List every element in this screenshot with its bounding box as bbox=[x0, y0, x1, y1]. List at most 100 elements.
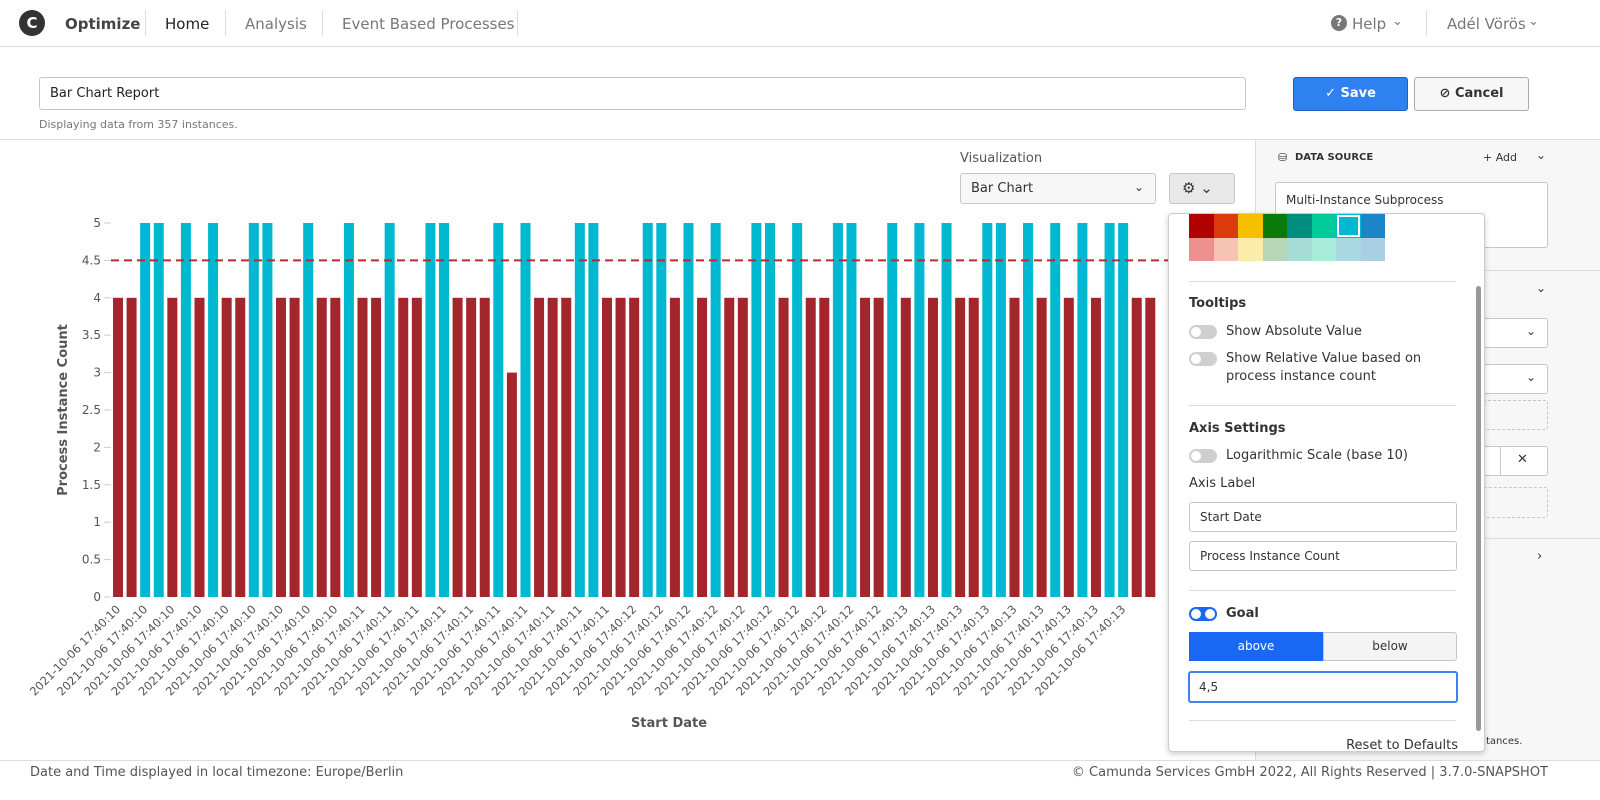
user-menu[interactable]: Adél Vörös bbox=[1447, 15, 1526, 33]
nav-link[interactable]: Analysis bbox=[245, 15, 307, 33]
bar bbox=[275, 297, 286, 597]
chevron: ⌄ bbox=[1528, 14, 1539, 29]
swatch[interactable] bbox=[1287, 214, 1312, 238]
separator bbox=[1426, 10, 1427, 36]
swatch[interactable] bbox=[1189, 237, 1214, 261]
bar bbox=[927, 297, 938, 597]
bar bbox=[466, 297, 477, 597]
y-tick-label: 1.5 bbox=[82, 478, 101, 492]
swatch[interactable] bbox=[1360, 237, 1385, 261]
bar bbox=[642, 223, 653, 597]
divider bbox=[1189, 720, 1456, 721]
bar bbox=[140, 223, 151, 597]
separator bbox=[145, 10, 146, 36]
swatch[interactable] bbox=[1213, 214, 1238, 238]
nav-link[interactable]: Home bbox=[165, 15, 210, 33]
bar bbox=[588, 223, 599, 597]
cancel-icon: ⊘ bbox=[1439, 86, 1455, 101]
below-button[interactable]: below bbox=[1323, 632, 1457, 661]
db-icon: ⛁ bbox=[1278, 151, 1288, 164]
toggle[interactable] bbox=[1189, 449, 1217, 463]
bar bbox=[330, 297, 341, 597]
bar bbox=[629, 297, 640, 597]
chevron: ⌄ bbox=[1392, 14, 1403, 29]
report-name-input[interactable]: Bar Chart Report bbox=[39, 77, 1246, 110]
logo[interactable]: C bbox=[19, 10, 45, 36]
instances-text: tances. bbox=[1486, 736, 1523, 747]
bar bbox=[1023, 223, 1034, 597]
bar bbox=[710, 223, 721, 597]
x-label-input[interactable]: Start Date bbox=[1189, 502, 1457, 532]
chevron: ⌄ bbox=[1526, 370, 1537, 384]
bar bbox=[1077, 223, 1088, 597]
bar bbox=[724, 297, 735, 597]
toggle[interactable] bbox=[1189, 325, 1217, 339]
divider bbox=[0, 760, 1600, 761]
swatch[interactable] bbox=[1262, 214, 1287, 238]
cancel-button[interactable]: ⊘ Cancel bbox=[1414, 77, 1529, 111]
bar bbox=[438, 223, 449, 597]
swatch[interactable] bbox=[1360, 214, 1385, 238]
instance-info: Displaying data from 357 instances. bbox=[39, 118, 238, 131]
swatch[interactable] bbox=[1311, 214, 1336, 238]
above-button[interactable]: above bbox=[1189, 632, 1323, 661]
swatch[interactable] bbox=[1189, 214, 1214, 238]
bar bbox=[1118, 223, 1129, 597]
bar bbox=[180, 223, 191, 597]
toggle[interactable] bbox=[1189, 352, 1217, 366]
swatch[interactable] bbox=[1336, 214, 1361, 238]
bar bbox=[1063, 297, 1074, 597]
swatch[interactable] bbox=[1213, 237, 1238, 261]
bar bbox=[384, 223, 395, 597]
add-label: Add bbox=[1495, 151, 1518, 164]
bar bbox=[601, 297, 612, 597]
swatch[interactable] bbox=[1287, 237, 1312, 261]
help-menu[interactable]: Help bbox=[1352, 15, 1387, 33]
toggle-label: Logarithmic Scale (base 10) bbox=[1226, 448, 1408, 463]
swatch[interactable] bbox=[1336, 237, 1361, 261]
bar bbox=[1009, 297, 1020, 597]
bar bbox=[737, 297, 748, 597]
swatch[interactable] bbox=[1238, 214, 1263, 238]
x-axis-title: Start Date bbox=[631, 716, 707, 731]
bar bbox=[1036, 297, 1047, 597]
save-label: Save bbox=[1340, 86, 1376, 101]
bar bbox=[316, 297, 327, 597]
bar bbox=[479, 297, 490, 597]
nav-link[interactable]: Event Based Processes bbox=[342, 15, 515, 33]
save-button[interactable]: ✓ Save bbox=[1293, 77, 1408, 111]
bar bbox=[167, 297, 178, 597]
help-icon: ? bbox=[1331, 15, 1347, 31]
bar bbox=[425, 223, 436, 597]
swatch[interactable] bbox=[1311, 237, 1336, 261]
data-source-title: DATA SOURCE bbox=[1295, 152, 1374, 163]
tooltips-title: Tooltips bbox=[1189, 296, 1247, 311]
goal-toggle[interactable] bbox=[1189, 607, 1217, 621]
bar bbox=[303, 223, 314, 597]
y-label-input[interactable]: Process Instance Count bbox=[1189, 541, 1457, 571]
swatch[interactable] bbox=[1262, 237, 1287, 261]
bar bbox=[289, 297, 300, 597]
remove-icon[interactable]: ✕ bbox=[1517, 452, 1528, 467]
app-name[interactable]: Optimize bbox=[65, 15, 141, 33]
add-button[interactable]: + Add bbox=[1483, 151, 1518, 164]
bar bbox=[357, 297, 368, 597]
divider bbox=[1189, 405, 1456, 406]
bar bbox=[683, 223, 694, 597]
settings-popover: Tooltips Show Absolute Value Show Relati… bbox=[1168, 213, 1485, 752]
y-tick-label: 0.5 bbox=[82, 553, 101, 567]
settings-button[interactable]: ⚙ ⌄ bbox=[1169, 173, 1235, 204]
bar bbox=[208, 223, 219, 597]
bar bbox=[656, 223, 667, 597]
y-tick-label: 4.5 bbox=[82, 253, 101, 267]
goal-input[interactable]: 4,5 bbox=[1188, 671, 1458, 703]
toggle-label: Show Absolute Value bbox=[1226, 324, 1362, 339]
swatch[interactable] bbox=[1238, 237, 1263, 261]
bar bbox=[343, 223, 354, 597]
reset-button[interactable]: Reset to Defaults bbox=[1346, 738, 1458, 752]
visualization-select[interactable]: Bar Chart bbox=[960, 173, 1156, 204]
chevron: ⌄ bbox=[1536, 281, 1547, 295]
bar bbox=[873, 297, 884, 597]
timezone-note: Date and Time displayed in local timezon… bbox=[30, 765, 404, 780]
chevron: ⌄ bbox=[1526, 324, 1537, 338]
